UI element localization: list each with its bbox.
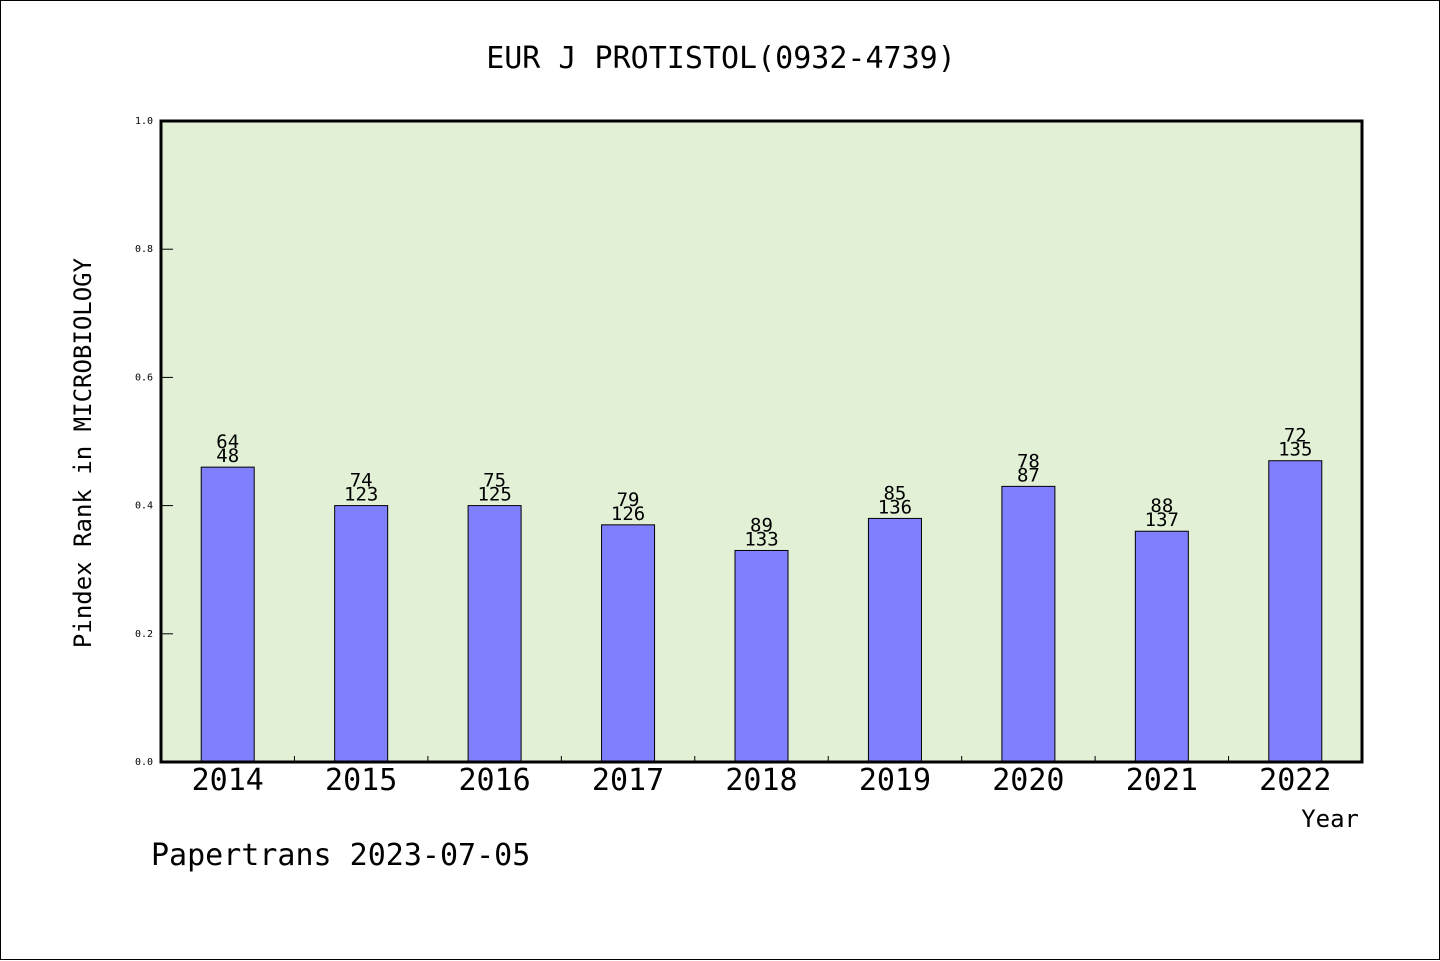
y-axis-label: Pindex Rank in MICROBIOLOGY (69, 257, 97, 648)
x-tick-label-2018: 2018 (725, 763, 797, 798)
x-tick-label-2014: 2014 (192, 763, 264, 798)
data-label-bottom-2018: 133 (744, 528, 778, 550)
y-tick-label: 0.6 (135, 372, 153, 383)
data-label-top-2022: 72 (1284, 425, 1307, 447)
bar-2014 (200, 466, 255, 763)
x-tick-label-2015: 2015 (325, 763, 397, 798)
y-tick-label: 0.4 (135, 501, 153, 512)
data-label-top-2014: 64 (216, 431, 239, 453)
bar-2019 (867, 517, 922, 763)
y-tick-label: 0.2 (135, 629, 153, 640)
data-label-bottom-2020: 87 (1017, 464, 1040, 486)
data-label-bottom-2014: 48 (216, 445, 239, 467)
data-label-top-2021: 88 (1150, 495, 1173, 517)
data-label-bottom-2022: 135 (1278, 439, 1312, 461)
data-label-bottom-2019: 136 (878, 496, 912, 518)
y-tick-label: 0.8 (135, 244, 153, 255)
bar-2015 (334, 505, 389, 763)
x-tick-label-2019: 2019 (859, 763, 931, 798)
chart-title: EUR J PROTISTOL(0932-4739) (486, 41, 956, 76)
bars (200, 460, 1323, 763)
x-tick-label-2017: 2017 (592, 763, 664, 798)
data-label-top-2019: 85 (883, 482, 906, 504)
bar-2021 (1134, 530, 1189, 763)
x-tick-label-2016: 2016 (458, 763, 530, 798)
bar-2018 (734, 549, 789, 763)
data-label-top-2017: 79 (617, 489, 640, 511)
bar-2022 (1268, 460, 1323, 763)
data-label-top-2016: 75 (483, 470, 506, 492)
plot-border (159, 119, 1364, 764)
data-label-bottom-2021: 137 (1145, 509, 1179, 531)
data-label-top-2018: 89 (750, 514, 773, 536)
data-label-bottom-2017: 126 (611, 503, 645, 525)
bar-2017 (601, 524, 656, 763)
x-axis: 2014 2015 2016 2017 2018 2019 2020 2021 2022 (192, 756, 1331, 798)
bar-2020 (1001, 485, 1056, 763)
data-label-top-2015: 74 (350, 470, 373, 492)
footer-credit: Papertrans 2023-07-05 (151, 838, 530, 873)
data-label-bottom-2016: 125 (477, 484, 511, 506)
y-tick-label: 0.0 (135, 757, 153, 768)
x-tick-label-2021: 2021 (1126, 763, 1198, 798)
y-tick-label: 1.0 (135, 116, 153, 127)
data-label-top-2020: 78 (1017, 450, 1040, 472)
x-tick-label-2022: 2022 (1259, 763, 1331, 798)
x-axis-label: Year (1301, 805, 1359, 833)
bar-2016 (467, 505, 522, 763)
data-label-bottom-2015: 123 (344, 484, 378, 506)
x-tick-label-2020: 2020 (992, 763, 1064, 798)
